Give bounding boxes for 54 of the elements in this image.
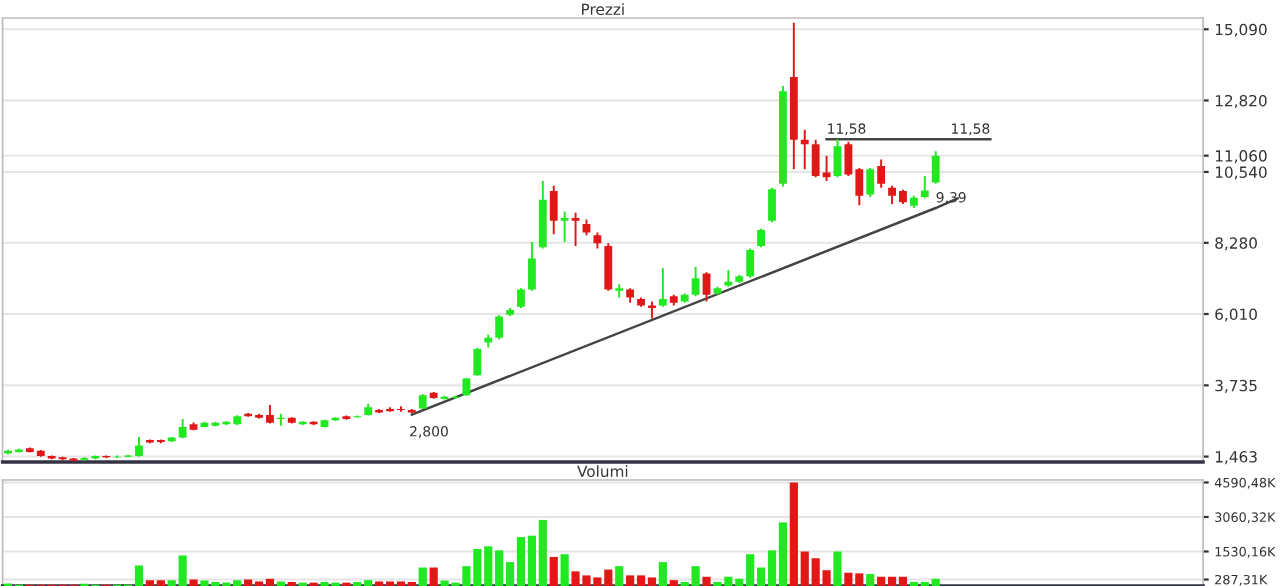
candlestick xyxy=(768,187,776,223)
candlestick xyxy=(495,315,504,340)
bar xyxy=(658,562,667,586)
candlestick xyxy=(637,297,645,307)
bar xyxy=(702,576,711,586)
candlestick xyxy=(418,394,427,410)
candlestick xyxy=(778,86,787,187)
bar xyxy=(418,567,427,586)
candlestick xyxy=(320,419,329,428)
candlestick xyxy=(517,288,525,309)
bar xyxy=(549,556,558,586)
candlestick xyxy=(800,129,809,170)
candlestick xyxy=(604,243,613,291)
candlestick xyxy=(276,413,285,426)
candlestick xyxy=(691,266,700,297)
candlestick xyxy=(571,212,580,246)
bar xyxy=(189,579,198,586)
candlestick xyxy=(560,211,569,242)
candlestick xyxy=(877,159,886,188)
candlestick xyxy=(506,308,514,316)
candlestick xyxy=(746,248,755,278)
bar xyxy=(669,580,678,586)
bar xyxy=(560,554,569,586)
candlestick xyxy=(724,270,733,287)
candlestick xyxy=(538,181,547,249)
candlestick xyxy=(364,403,373,416)
candlestick xyxy=(189,422,198,431)
candlestick xyxy=(789,22,798,170)
candlestick xyxy=(658,268,667,307)
candlestick xyxy=(462,377,471,396)
candlestick xyxy=(626,288,635,303)
candlestick xyxy=(648,301,656,319)
candlestick xyxy=(527,241,536,291)
candlestick xyxy=(593,232,602,249)
bar xyxy=(866,574,875,586)
candlestick xyxy=(713,286,722,295)
candlestick xyxy=(615,284,624,298)
candlestick xyxy=(920,176,929,199)
candlestick xyxy=(287,417,296,424)
candlestick xyxy=(669,294,678,306)
candlestick xyxy=(178,419,187,439)
candlestick xyxy=(866,167,875,198)
bar xyxy=(615,566,624,586)
candlestick xyxy=(680,293,689,303)
candlestick xyxy=(549,185,558,235)
candlestick xyxy=(735,274,744,283)
bar xyxy=(429,567,438,586)
candlestick xyxy=(484,334,493,348)
candlestick xyxy=(757,228,766,248)
candlestick xyxy=(473,347,482,376)
candlestick xyxy=(931,151,940,184)
bar xyxy=(833,551,842,586)
candlestick xyxy=(909,195,918,209)
candlestick xyxy=(429,392,438,399)
